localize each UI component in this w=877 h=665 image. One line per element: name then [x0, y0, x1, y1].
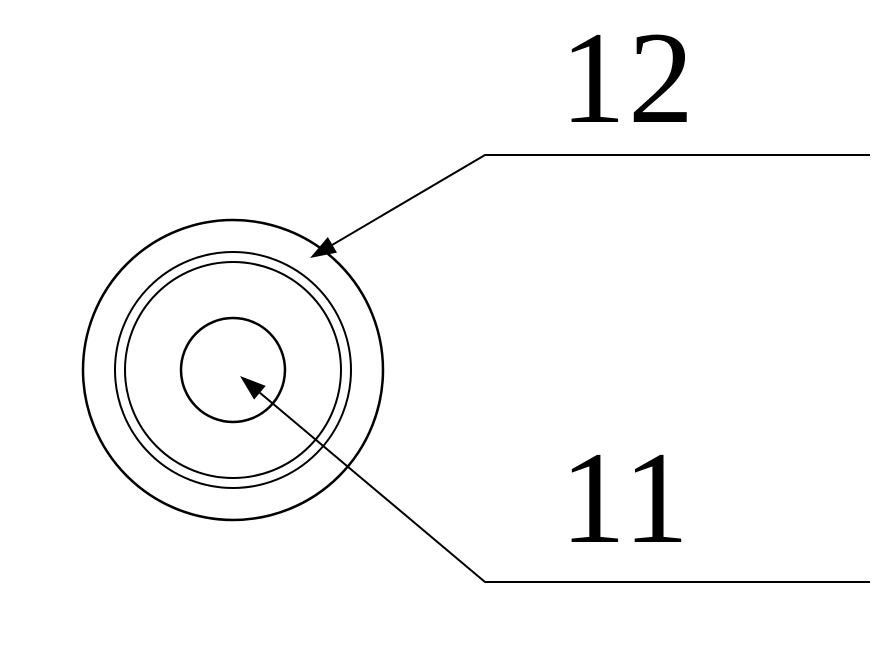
circle-ring3 [125, 262, 341, 478]
label-12: 12 [560, 12, 696, 144]
circle-outer [83, 220, 383, 520]
leader-arrowhead [240, 376, 266, 400]
leader-arrowhead [310, 237, 337, 258]
diagram-svg [0, 0, 877, 665]
leader-lines [240, 155, 870, 582]
circle-inner [181, 318, 285, 422]
label-11: 11 [560, 432, 691, 564]
concentric-circles [83, 220, 383, 520]
leader-line [332, 155, 870, 245]
circle-ring2 [115, 252, 351, 488]
